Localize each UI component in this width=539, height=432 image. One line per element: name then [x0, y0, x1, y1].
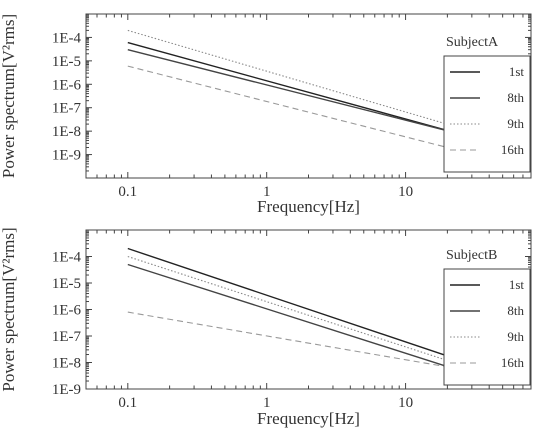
legend-label-16th: 16th	[501, 355, 525, 370]
y-tick-label: 1E-4	[52, 250, 82, 266]
series-line-16th	[127, 65, 503, 163]
y-tick-label: 1E-9	[52, 148, 81, 164]
x-tick-label: 0.1	[118, 184, 137, 200]
chart-panel-2: 0.1 1 10 1E-9 1E-8 1E-7 1E-6 1E-5 1E-4 Frequency[…	[0, 227, 532, 428]
y-tick-label: 1E-8	[52, 356, 81, 372]
legend-label-9th: 9th	[507, 329, 524, 344]
legend-box	[443, 55, 531, 173]
x-axis-title: Frequency[Hz]	[257, 409, 360, 428]
y-tick-label: 1E-5	[52, 54, 81, 70]
y-tick-label: 1E-7	[52, 329, 82, 345]
series-line-1st	[127, 247, 503, 376]
y-tick-label: 1E-4	[52, 30, 82, 46]
legend-label-8th: 8th	[507, 303, 524, 318]
y-tick-label: 1E-6	[52, 77, 82, 93]
legend-label-16th: 16th	[501, 142, 525, 157]
legend-label-8th: 8th	[507, 90, 524, 105]
x-axis-title: Frequency[Hz]	[257, 197, 360, 216]
x-tick-label: 10	[398, 395, 413, 411]
y-tick-label: 1E-9	[52, 382, 81, 398]
x-tick-label: 10	[398, 184, 413, 200]
legend-label-9th: 9th	[507, 116, 524, 131]
y-tick-label: 1E-7	[52, 101, 82, 117]
legend-label-1st: 1st	[509, 277, 525, 292]
panel-label: SubjectB	[446, 248, 497, 263]
legend-label-1st: 1st	[509, 64, 525, 79]
y-axis-title: Power spectrum[V²rms]	[0, 227, 18, 391]
series-line-16th	[127, 311, 503, 377]
x-tick-label: 1	[263, 395, 271, 411]
series-line-9th	[127, 29, 503, 142]
x-tick-label: 0.1	[118, 395, 137, 411]
series-line-8th	[127, 263, 503, 385]
panel-label: SubjectA	[446, 35, 499, 50]
y-tick-label: 1E-8	[52, 124, 81, 140]
y-tick-label: 1E-5	[52, 276, 81, 292]
chart-panel-1: 0.1 1 10 1E-9 1E-8 1E-7 1E-6 1E-5 1E-4 Frequency[…	[0, 13, 532, 216]
series-line-9th	[127, 255, 503, 380]
x-tick-label: 1	[263, 184, 271, 200]
legend-box	[443, 268, 531, 386]
y-axis-title: Power spectrum[V²rms]	[0, 14, 18, 178]
y-tick-label: 1E-6	[52, 303, 82, 319]
series-line-8th	[127, 49, 503, 146]
